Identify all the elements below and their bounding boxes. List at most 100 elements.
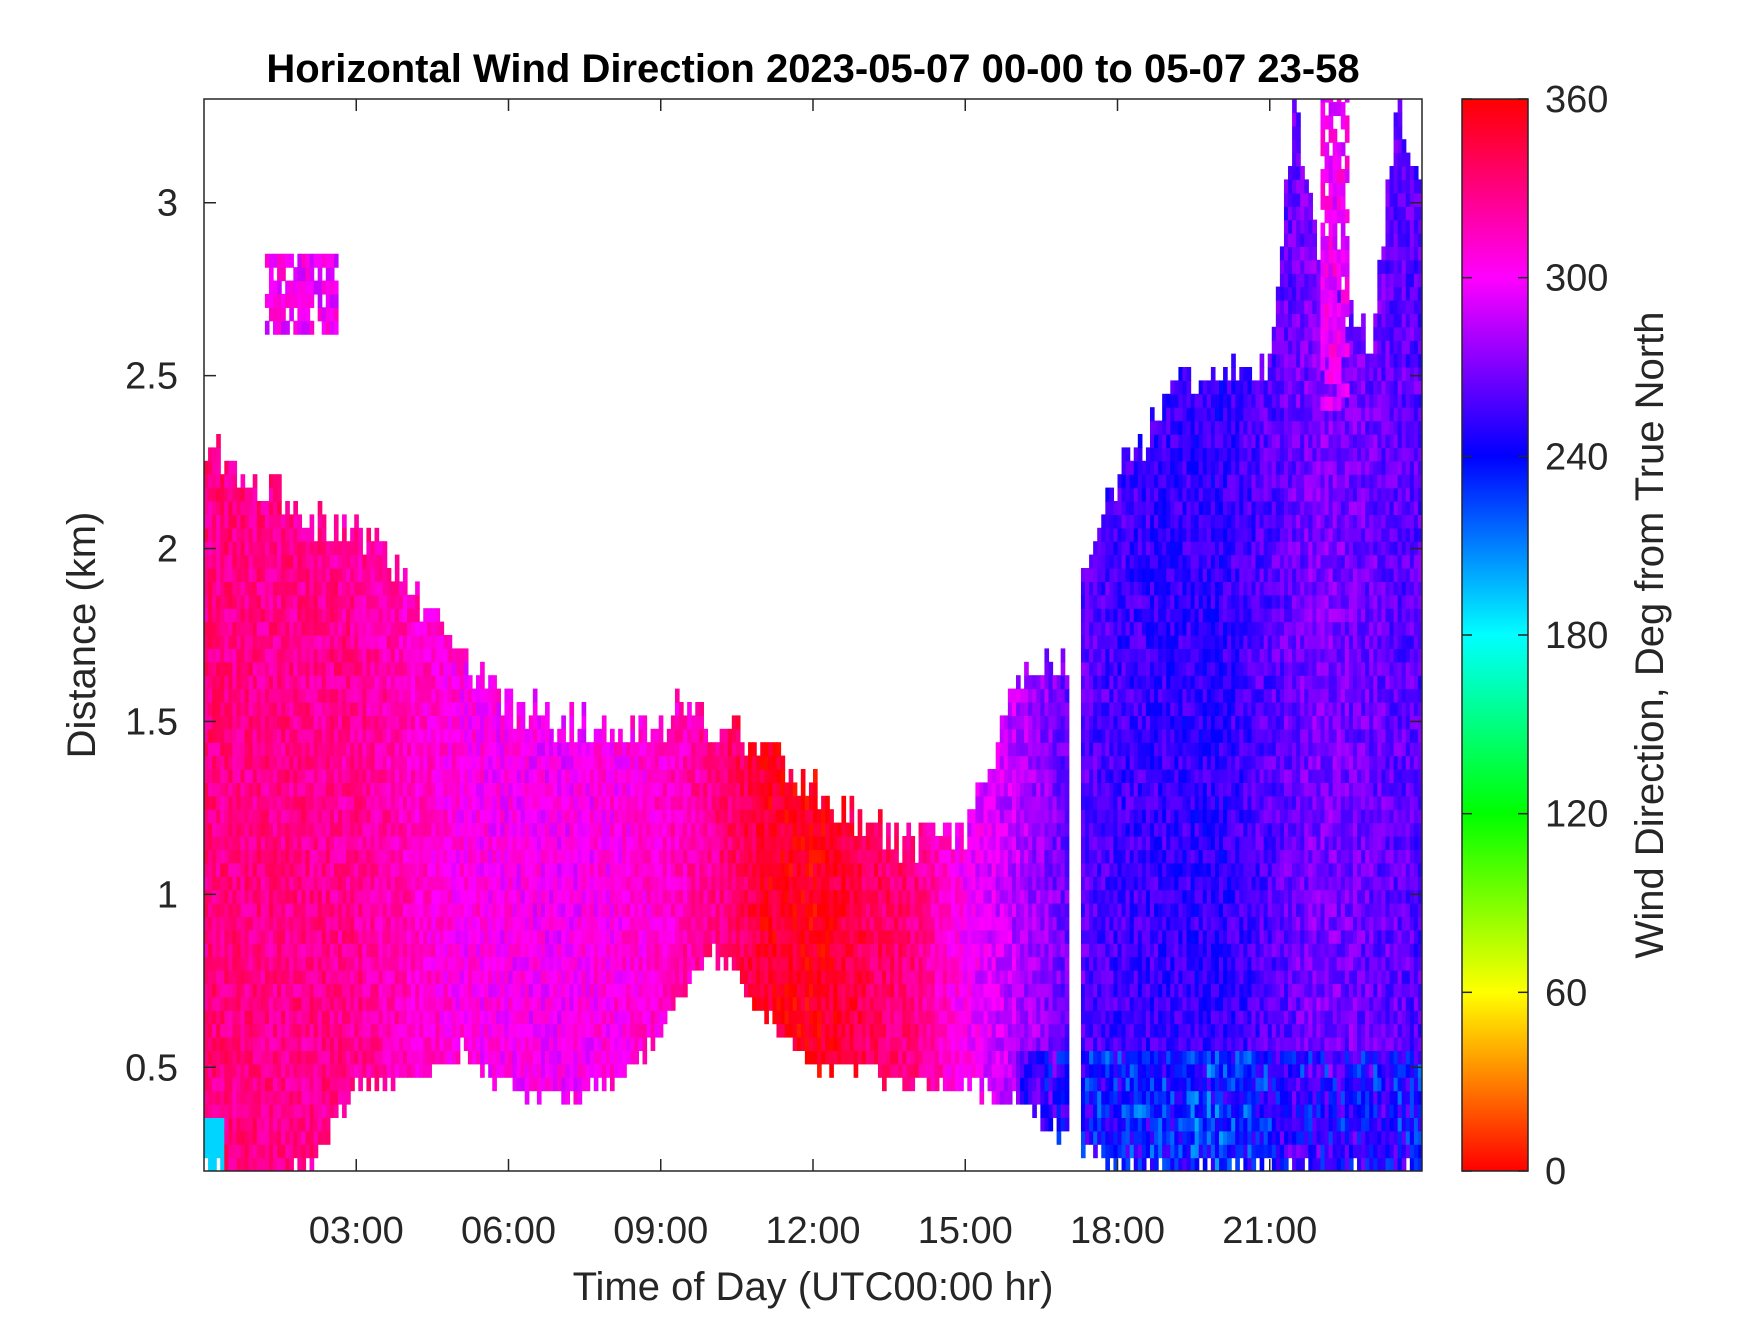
heat-cell <box>537 863 542 877</box>
heat-cell <box>216 970 221 984</box>
heat-cell <box>781 782 786 796</box>
heat-cell <box>338 675 343 689</box>
heat-cell <box>212 1077 217 1091</box>
heat-cell <box>557 916 562 930</box>
heat-cell <box>216 957 221 971</box>
heat-cell <box>760 836 765 850</box>
heat-cell <box>212 488 217 502</box>
heat-cell <box>318 863 323 877</box>
heat-cell <box>703 903 708 917</box>
heat-cell <box>594 729 599 743</box>
heat-cell <box>387 608 392 622</box>
heat-cell <box>338 1037 343 1051</box>
heat-cell <box>557 769 562 783</box>
heat-cell <box>781 930 786 944</box>
heat-cell <box>626 983 631 997</box>
heat-cell <box>261 715 266 729</box>
heat-cell <box>703 916 708 930</box>
heat-cell <box>573 970 578 984</box>
heat-cell <box>301 809 306 823</box>
heat-cell <box>480 970 485 984</box>
heat-cell <box>366 1010 371 1024</box>
heat-cell <box>468 863 473 877</box>
heat-cell <box>716 876 721 890</box>
heat-cell <box>245 916 250 930</box>
heat-cell <box>793 983 798 997</box>
heat-cell <box>456 782 461 796</box>
heat-cell <box>265 729 270 743</box>
heat-cell <box>679 756 684 770</box>
heat-cell <box>387 662 392 676</box>
heat-cell <box>383 622 388 636</box>
heat-cell <box>439 943 444 957</box>
heat-cell <box>269 836 274 850</box>
heat-cell <box>431 635 436 649</box>
heat-cell <box>817 916 822 930</box>
heat-cell <box>707 836 712 850</box>
heat-cell <box>362 836 367 850</box>
heat-cell <box>334 648 339 662</box>
heat-cell <box>232 514 237 528</box>
heat-cell <box>326 622 331 636</box>
heat-cell <box>679 849 684 863</box>
heat-cell <box>480 903 485 917</box>
heat-cell <box>837 1010 842 1024</box>
heat-cell <box>687 970 692 984</box>
heat-cell <box>634 863 639 877</box>
heat-cell <box>667 863 672 877</box>
heat-cell <box>630 809 635 823</box>
heat-cell <box>249 662 254 676</box>
heat-cell <box>326 876 331 890</box>
heat-cell <box>273 1077 278 1091</box>
heat-cell <box>383 1010 388 1024</box>
heat-cell <box>411 957 416 971</box>
heat-cell <box>419 890 424 904</box>
heat-cell <box>829 1064 834 1078</box>
heat-cell <box>277 756 282 770</box>
heat-cell <box>638 796 643 810</box>
heat-cell <box>338 809 343 823</box>
heat-cell <box>306 702 311 716</box>
heat-cell <box>391 849 396 863</box>
heat-cell <box>573 782 578 796</box>
heat-cell <box>464 689 469 703</box>
heat-cell <box>253 849 258 863</box>
heat-cell <box>387 970 392 984</box>
heat-cell <box>342 568 347 582</box>
heat-cell <box>785 890 790 904</box>
heat-cell <box>634 983 639 997</box>
heat-cell <box>439 675 444 689</box>
heat-cell <box>346 715 351 729</box>
heat-cell <box>334 782 339 796</box>
heat-cell <box>785 1024 790 1038</box>
heat-cell <box>594 823 599 837</box>
heat-cell <box>293 876 298 890</box>
heat-cell <box>716 890 721 904</box>
heat-cell <box>423 769 428 783</box>
heat-cell <box>277 943 282 957</box>
heat-cell <box>387 756 392 770</box>
heat-cell <box>232 916 237 930</box>
heat-cell <box>797 997 802 1011</box>
heat-cell <box>610 890 615 904</box>
heat-cell <box>241 528 246 542</box>
heat-cell <box>346 675 351 689</box>
heat-cell <box>293 983 298 997</box>
heat-cell <box>829 1037 834 1051</box>
heat-cell <box>541 876 546 890</box>
heat-cell <box>220 1144 225 1158</box>
heat-cell <box>618 970 623 984</box>
heat-cell <box>500 1010 505 1024</box>
heat-cell <box>797 890 802 904</box>
heat-cell <box>752 809 757 823</box>
heat-cell <box>419 809 424 823</box>
heat-cell <box>439 662 444 676</box>
heat-cell <box>517 1024 522 1038</box>
heat-cell <box>245 930 250 944</box>
heat-cell <box>569 729 574 743</box>
heat-cell <box>452 689 457 703</box>
heat-cell <box>208 863 213 877</box>
heat-cell <box>651 756 656 770</box>
heat-cell <box>261 997 266 1011</box>
heat-cell <box>582 957 587 971</box>
